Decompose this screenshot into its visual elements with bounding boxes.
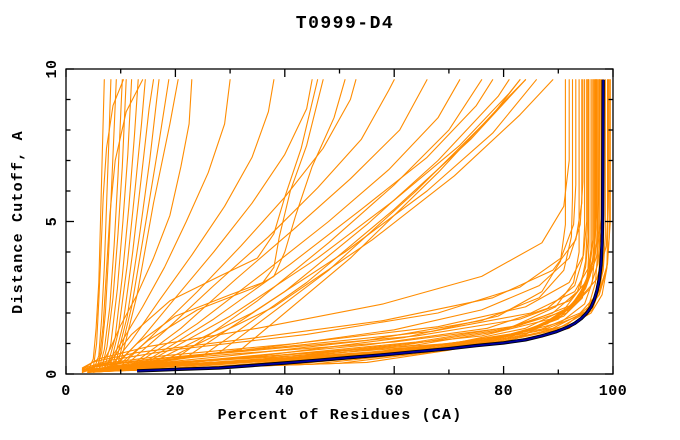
x-tick-label: 20 bbox=[166, 383, 185, 400]
model-curve bbox=[87, 79, 231, 373]
model-curve bbox=[117, 79, 170, 364]
y-axis-label: Distance Cutoff, A bbox=[10, 130, 27, 314]
model-curve bbox=[92, 79, 610, 373]
x-tick-label: 0 bbox=[61, 383, 71, 400]
model-curve bbox=[109, 79, 527, 370]
model-curve bbox=[98, 79, 461, 372]
model-curve bbox=[92, 79, 592, 373]
model-curve bbox=[95, 79, 117, 371]
model-curve bbox=[92, 79, 124, 369]
model-curve bbox=[114, 79, 160, 366]
x-tick-label: 60 bbox=[385, 383, 404, 400]
model-curve bbox=[81, 79, 588, 371]
model-curve bbox=[109, 79, 146, 368]
model-curve bbox=[98, 79, 494, 372]
model-curve bbox=[109, 79, 603, 372]
model-curve bbox=[120, 79, 179, 363]
model-curve bbox=[92, 79, 357, 373]
y-tick-label: 0 bbox=[44, 369, 61, 379]
model-curve bbox=[81, 79, 577, 370]
model-curve bbox=[87, 79, 319, 371]
model-curve bbox=[92, 79, 112, 372]
model-curve bbox=[92, 79, 346, 371]
model-curve bbox=[98, 79, 428, 373]
chart-title: T0999-D4 bbox=[296, 14, 394, 34]
x-tick-label: 40 bbox=[275, 383, 294, 400]
y-tick-label: 10 bbox=[44, 59, 61, 78]
model-curve bbox=[87, 79, 193, 374]
model-curve bbox=[87, 79, 275, 373]
model-curve bbox=[92, 79, 324, 372]
x-tick-label: 80 bbox=[494, 383, 513, 400]
model-curve bbox=[87, 79, 586, 372]
model-curve bbox=[111, 79, 155, 367]
model-curve bbox=[103, 79, 601, 372]
model-curve bbox=[114, 79, 527, 369]
model-curve bbox=[103, 79, 133, 370]
model-curve bbox=[103, 79, 521, 372]
model-curve bbox=[92, 79, 395, 373]
model-curves-layer bbox=[81, 79, 611, 374]
x-tick-label: 100 bbox=[599, 383, 628, 400]
y-tick-label: 5 bbox=[44, 217, 61, 227]
model-curve bbox=[92, 79, 611, 373]
model-curve bbox=[103, 79, 599, 372]
model-curve bbox=[98, 79, 483, 371]
model-curve bbox=[87, 79, 105, 372]
model-curve bbox=[98, 79, 123, 370]
plot-axes-layer bbox=[65, 68, 614, 375]
model-curve bbox=[98, 79, 580, 373]
model-curve bbox=[101, 79, 127, 370]
model-curve bbox=[106, 79, 139, 369]
model-curve bbox=[98, 79, 144, 366]
x-axis-label: Percent of Residues (CA) bbox=[218, 407, 463, 424]
highlight-curve bbox=[137, 79, 605, 372]
tick-labels-layer: 0 20 40 60 80 100 0 5 10 bbox=[44, 59, 627, 400]
